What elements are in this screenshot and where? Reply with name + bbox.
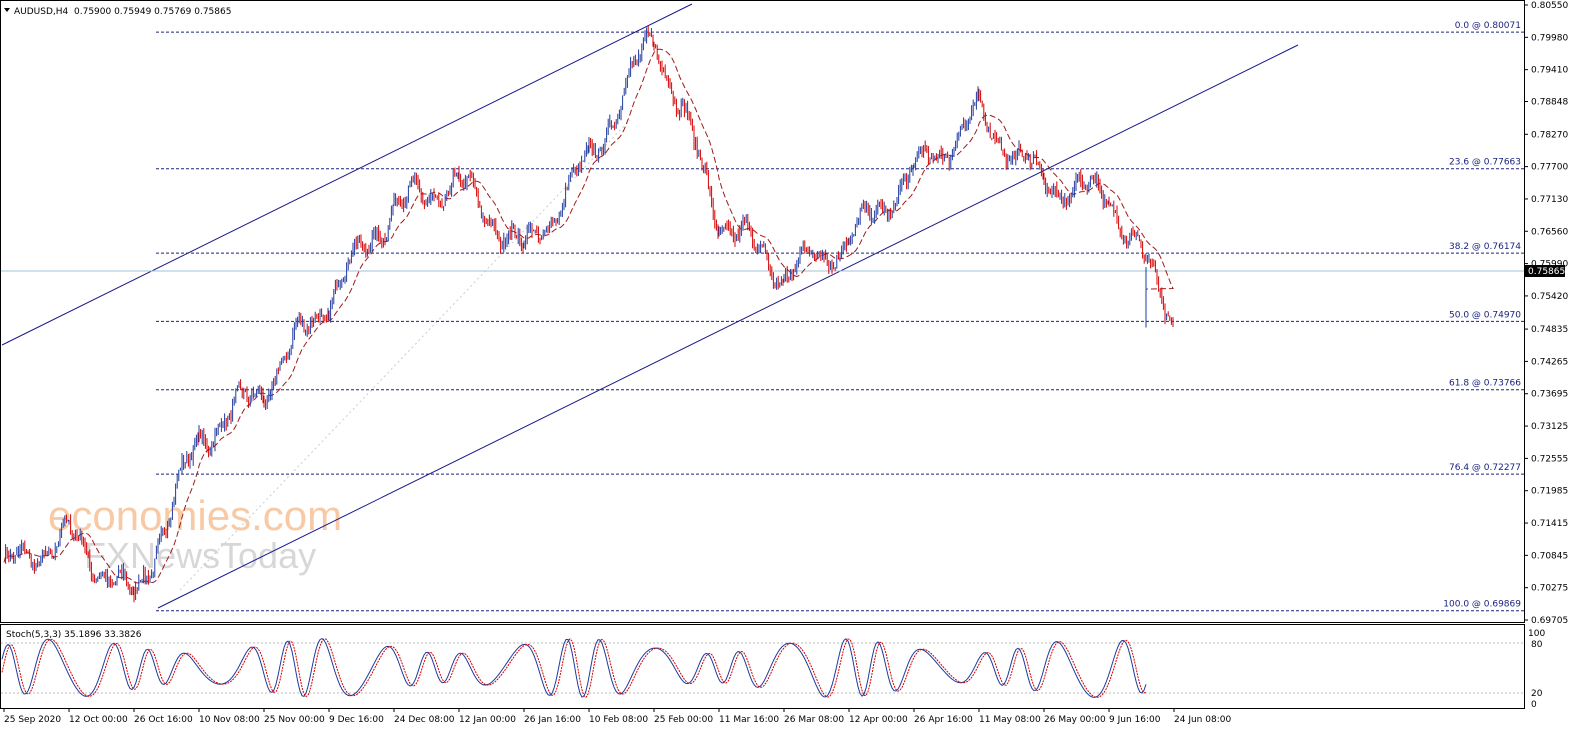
price-tick-label: 0.80550 — [1531, 1, 1568, 11]
time-tick-label: 10 Feb 08:00 — [589, 715, 648, 725]
time-tick-label: 12 Apr 00:00 — [849, 715, 908, 725]
fib-level-label: 100.0 @ 0.69869 — [1443, 600, 1521, 610]
price-tick-label: 0.75420 — [1531, 292, 1568, 302]
moving-average — [3, 48, 1174, 584]
main-chart-panel[interactable] — [0, 0, 1525, 623]
stoch-main-line — [1, 638, 1147, 698]
stoch-signal-line — [1, 638, 1147, 699]
watermark-economies: economies.com — [48, 492, 342, 539]
price-tick-label: 0.77700 — [1531, 163, 1568, 173]
time-tick-label: 12 Jan 00:00 — [459, 715, 516, 725]
watermark-fxnewstoday: FXNewsToday — [84, 535, 316, 576]
fibonacci-levels[interactable]: 0.0 @ 0.80071 23.6 @ 0.77663 38.2 @ 0.7617… — [156, 21, 1524, 612]
current-price-tag: 0.75865 — [1525, 265, 1565, 277]
stochastic-indicator: Stoch(5,3,3) 35.1896 33.3826 100 80 20 0 — [1, 629, 1545, 710]
time-tick-label: 26 May 00:00 — [1044, 715, 1106, 725]
price-tick-label: 0.75990 — [1531, 260, 1568, 270]
fib-level-label: 38.2 @ 0.76174 — [1449, 242, 1521, 252]
price-tick-label: 0.70845 — [1531, 551, 1568, 561]
price-tick-label: 0.72555 — [1531, 454, 1568, 464]
price-tick-label: 0.74835 — [1531, 325, 1568, 335]
watermark: economies.com FXNewsToday — [48, 492, 342, 576]
price-tick-label: 0.79410 — [1531, 66, 1568, 76]
channel-lower-line[interactable] — [157, 44, 1299, 609]
candlestick-series — [5, 26, 1174, 603]
stoch-tick-20: 20 — [1531, 689, 1543, 699]
time-axis[interactable]: 25 Sep 2020 12 Oct 00:00 26 Oct 16:00 10 No… — [3, 708, 1231, 725]
price-tick-label: 0.71415 — [1531, 519, 1568, 529]
ohlc-values: 0.75900 0.75949 0.75769 0.75865 — [74, 7, 231, 17]
time-tick-label: 12 Oct 00:00 — [69, 715, 128, 725]
price-tick-label: 0.78270 — [1531, 130, 1568, 140]
time-tick-label: 9 Jun 16:00 — [1109, 715, 1161, 725]
fib-level-label: 61.8 @ 0.73766 — [1449, 379, 1521, 389]
stoch-label: Stoch(5,3,3) 35.1896 33.3826 — [6, 630, 142, 640]
time-tick-label: 11 May 08:00 — [979, 715, 1041, 725]
stoch-tick-100: 100 — [1528, 629, 1545, 639]
time-tick-label: 10 Nov 08:00 — [199, 715, 260, 725]
time-tick-label: 25 Feb 00:00 — [654, 715, 713, 725]
fib-trend-line — [179, 119, 631, 591]
price-tick-label: 0.76560 — [1531, 227, 1568, 237]
stochastic-panel[interactable] — [0, 624, 1525, 709]
time-tick-label: 26 Oct 16:00 — [134, 715, 193, 725]
time-tick-label: 25 Nov 00:00 — [264, 715, 325, 725]
price-tick-label: 0.73125 — [1531, 422, 1568, 432]
price-tick-label: 0.71985 — [1531, 487, 1568, 497]
time-tick-label: 9 Dec 16:00 — [329, 715, 384, 725]
time-tick-label: 26 Mar 08:00 — [784, 715, 844, 725]
price-tick-label: 0.79980 — [1531, 33, 1568, 43]
stoch-tick-80: 80 — [1531, 640, 1543, 650]
time-tick-label: 25 Sep 2020 — [4, 715, 61, 725]
fib-level-label: 23.6 @ 0.77663 — [1449, 158, 1521, 168]
price-tick-label: 0.78848 — [1531, 98, 1568, 108]
time-tick-label: 11 Mar 16:00 — [719, 715, 779, 725]
time-tick-label: 24 Dec 08:00 — [394, 715, 455, 725]
ma-line — [3, 48, 1174, 584]
time-tick-label: 26 Apr 16:00 — [914, 715, 973, 725]
price-tick-label: 0.69705 — [1531, 616, 1568, 626]
fib-level-label: 76.4 @ 0.72277 — [1449, 463, 1521, 473]
price-tick-label: 0.73695 — [1531, 390, 1568, 400]
time-tick-label: 26 Jan 16:00 — [524, 715, 581, 725]
fib-level-label: 0.0 @ 0.80071 — [1455, 21, 1521, 31]
price-axis[interactable]: 0.80550 0.79980 0.79410 0.78848 0.78270 0.777… — [1524, 1, 1568, 626]
stoch-tick-0: 0 — [1531, 700, 1537, 710]
current-price-value: 0.75865 — [1528, 267, 1565, 277]
dropdown-triangle-icon[interactable] — [4, 8, 10, 12]
price-tick-label: 0.74265 — [1531, 357, 1568, 367]
symbol-label: AUDUSD,H4 — [14, 7, 69, 17]
price-tick-label: 0.77130 — [1531, 195, 1568, 205]
chart-header: AUDUSD,H4 0.75900 0.75949 0.75769 0.7586… — [4, 7, 231, 17]
fib-level-label: 50.0 @ 0.74970 — [1449, 310, 1521, 320]
price-tick-label: 0.70275 — [1531, 584, 1568, 594]
channel-upper-line[interactable] — [1, 3, 693, 346]
time-tick-label: 24 Jun 08:00 — [1174, 715, 1231, 725]
